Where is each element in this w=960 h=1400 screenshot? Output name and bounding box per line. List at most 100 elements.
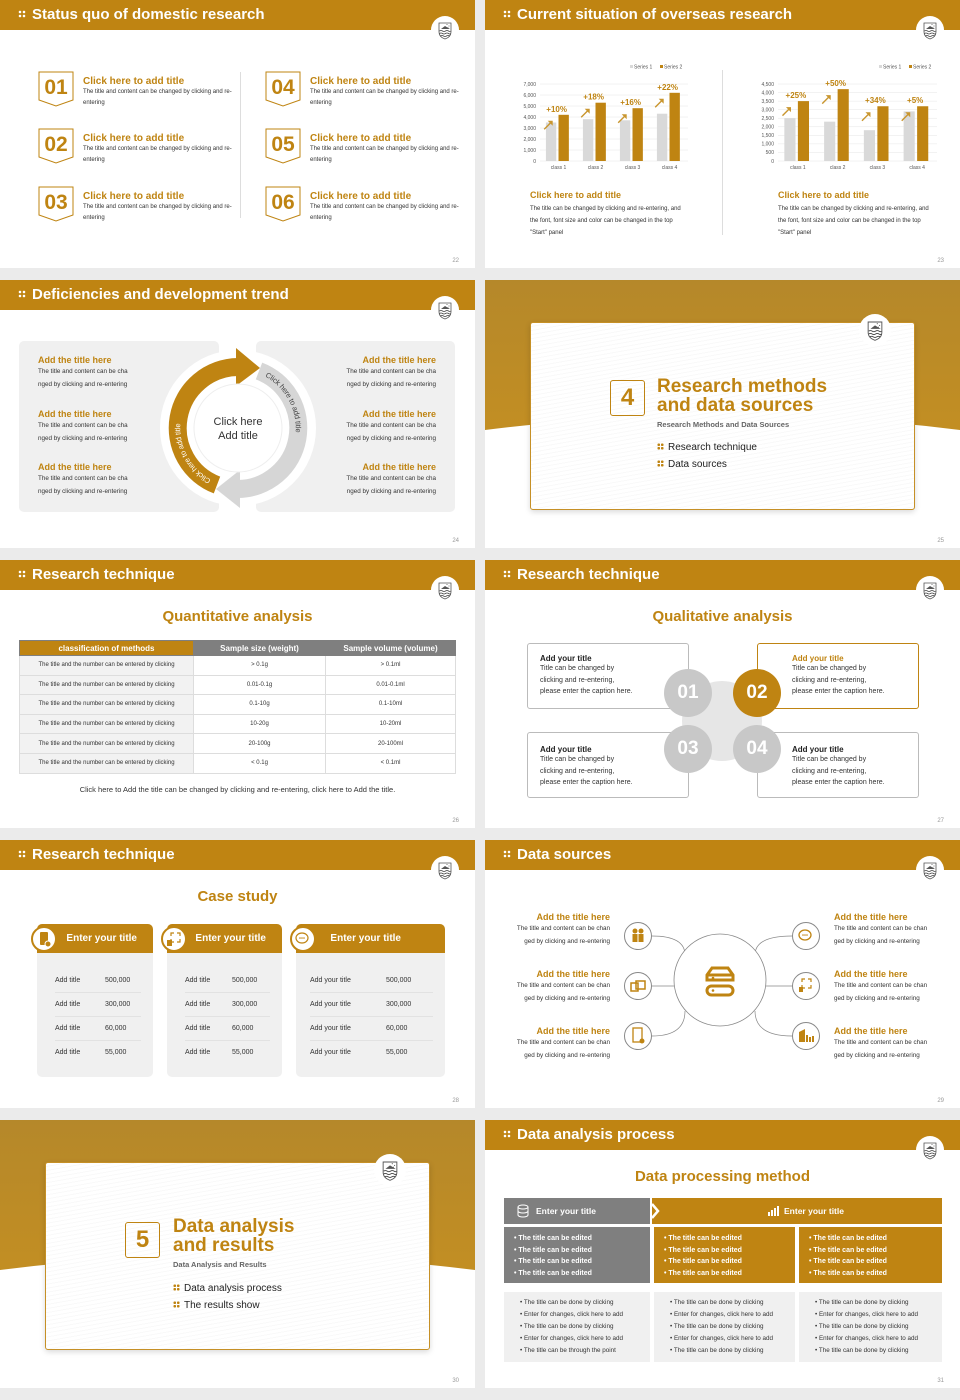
page-number: 30	[452, 1378, 459, 1384]
y-tick-label: 1,500	[761, 133, 774, 139]
card-title[interactable]: Enter your title	[296, 924, 445, 953]
process-mid-box[interactable]: • The title can be edited • The title can…	[654, 1227, 795, 1283]
card-row: Add your title 60,000	[310, 1017, 433, 1041]
y-tick-label: 4,500	[761, 82, 774, 88]
caption-title[interactable]: Click here to add title	[530, 190, 622, 200]
y-tick-label: 7,000	[523, 82, 536, 88]
column-header: classification of methods	[19, 640, 194, 656]
item-title[interactable]: Click here to add title	[83, 191, 185, 202]
section-bullet[interactable]: Data analysis process	[173, 1283, 282, 1294]
list-item[interactable]: Add the title here The title and content …	[346, 462, 436, 498]
process-detail-box[interactable]: • The title can be done by clicking • Ent…	[799, 1292, 942, 1362]
page-number: 22	[452, 258, 459, 264]
caption-title[interactable]: Click here to add title	[778, 190, 870, 200]
case-card[interactable]: Enter your title Add title 500,000 Add ti…	[161, 924, 282, 1077]
slide-title: Status quo of domestic research	[32, 6, 265, 23]
list-item[interactable]: Add the title here The title and content …	[346, 409, 436, 445]
process-header-right[interactable]: Enter your title	[651, 1198, 942, 1224]
process-detail-box[interactable]: • The title can be done by clicking • Ent…	[654, 1292, 795, 1362]
process-header-left[interactable]: Enter your title	[504, 1198, 650, 1224]
dots-icon	[503, 570, 511, 578]
list-item[interactable]: Add the title here The title and content …	[516, 1026, 610, 1059]
item-desc: nged by clicking and re-entering	[346, 381, 436, 388]
list-item[interactable]: Add the title here The title and content …	[38, 462, 128, 498]
item-title[interactable]: Add the title here	[362, 409, 436, 419]
analysis-box-active[interactable]: Add your title Title can be changed by cli…	[757, 643, 919, 709]
slide-26[interactable]: Research technique Quantitative analysis…	[0, 560, 475, 828]
item-title[interactable]: Add the title here	[38, 462, 112, 472]
legend-label: Series 1	[883, 65, 902, 71]
item-title[interactable]: Click here to add title	[310, 76, 412, 87]
table-footnote[interactable]: Click here to Add the title can be chang…	[79, 785, 396, 794]
dots-icon	[18, 850, 26, 858]
center-text: Click here	[214, 416, 263, 428]
slide-25[interactable]: 4 Research methods and data sources Resea…	[485, 280, 960, 548]
slide-title: Deficiencies and development trend	[32, 286, 289, 303]
scan-icon	[792, 972, 820, 1000]
dots-icon	[503, 10, 511, 18]
item-title[interactable]: Add the title here	[362, 462, 436, 472]
building-chart-icon	[792, 1022, 820, 1050]
bar-charts: 0 1,000 2,000 3,000 4,000 5,000 6,000 7,000 clas…	[523, 65, 937, 171]
section-bullet[interactable]: Data sources	[657, 459, 727, 470]
item-title[interactable]: Add the title here	[362, 355, 436, 365]
process-mid-box[interactable]: • The title can be edited • The title can…	[799, 1227, 942, 1283]
item-title[interactable]: Add the title here	[38, 409, 112, 419]
slide-27[interactable]: Research technique Qualitative analysis …	[485, 560, 960, 828]
list-item[interactable]: Add the title here The title and content …	[516, 912, 610, 945]
case-card[interactable]: Enter your title Add your title 500,000 A…	[290, 924, 445, 1077]
number-circle[interactable]: 04	[733, 725, 781, 773]
x-tick-label: class 2	[830, 165, 846, 171]
analysis-box[interactable]: Add your title Title can be changed by cli…	[527, 732, 689, 798]
list-item[interactable]: Add the title here The title and content …	[516, 969, 610, 1002]
case-card[interactable]: Enter your title Add title 500,000 Add ti…	[31, 924, 153, 1077]
item-title[interactable]: Click here to add title	[83, 133, 185, 144]
section-bullet[interactable]: The results show	[173, 1300, 260, 1311]
chevron-right-icon	[651, 1203, 660, 1219]
number-circle[interactable]: 03	[664, 725, 712, 773]
page-number: 31	[937, 1378, 944, 1384]
slide-31[interactable]: Data analysis process Data processing me…	[485, 1120, 960, 1388]
item-desc: The title and content can be cha	[38, 475, 128, 482]
item-title[interactable]: Click here to add title	[310, 191, 412, 202]
caption-block[interactable]: Click here to add title The title can be …	[530, 190, 690, 239]
slide-22[interactable]: Status quo of domestic research 01 Click …	[0, 0, 475, 268]
list-item[interactable]: Add the title here The title and content …	[38, 355, 128, 391]
crest-logo	[916, 576, 944, 604]
list-item[interactable]: Add the title here The title and content …	[834, 969, 928, 1002]
section-number: 5	[125, 1222, 160, 1258]
analysis-box[interactable]: Add your title Title can be changed by cli…	[757, 732, 919, 798]
bar-series-1	[656, 113, 668, 161]
slide-24[interactable]: Deficiencies and development trend Add t…	[0, 280, 475, 548]
caption-block[interactable]: Click here to add title The title can be …	[778, 190, 938, 239]
y-tick-label: 2,000	[523, 137, 536, 143]
item-title[interactable]: Click here to add title	[83, 76, 185, 87]
item-desc: The title and content can be cha	[38, 368, 128, 375]
slide-30[interactable]: 5 Data analysis and results Data Analysis…	[0, 1120, 475, 1388]
list-item[interactable]: Add the title here The title and content …	[346, 355, 436, 391]
process-detail-box[interactable]: • The title can be done by clicking • Ent…	[504, 1292, 650, 1362]
item-title[interactable]: Click here to add title	[310, 133, 412, 144]
slide-23[interactable]: Current situation of overseas research 0…	[485, 0, 960, 268]
slide-28[interactable]: Research technique Case study Enter your…	[0, 840, 475, 1108]
slide-29[interactable]: Data sources Add the title here The title…	[485, 840, 960, 1108]
list-item[interactable]: Add the title here The title and content …	[834, 912, 928, 945]
number-circle-active[interactable]: 02	[733, 669, 781, 717]
analysis-box[interactable]: Add your title Title can be changed by cli…	[527, 643, 689, 709]
dots-icon	[657, 443, 664, 450]
dots-icon	[503, 850, 511, 858]
legend-swatch	[630, 65, 633, 68]
item-desc: nged by clicking and re-entering	[38, 488, 128, 495]
server-icon	[705, 966, 735, 997]
x-tick-label: class 4	[909, 165, 925, 171]
section-bullet[interactable]: Research technique	[657, 442, 757, 453]
card-row: Add your title 300,000	[310, 993, 433, 1017]
item-title[interactable]: Add the title here	[38, 355, 112, 365]
caption-desc: The title can be changed by clicking and…	[778, 206, 929, 236]
number-circle[interactable]: 01	[664, 669, 712, 717]
process-mid-box[interactable]: • The title can be edited • The title can…	[504, 1227, 650, 1283]
list-item[interactable]: Add the title here The title and content …	[834, 1026, 928, 1059]
list-item[interactable]: Add the title here The title and content …	[38, 409, 128, 445]
slide-header: Deficiencies and development trend	[0, 280, 475, 310]
bar-series-2	[797, 101, 810, 161]
